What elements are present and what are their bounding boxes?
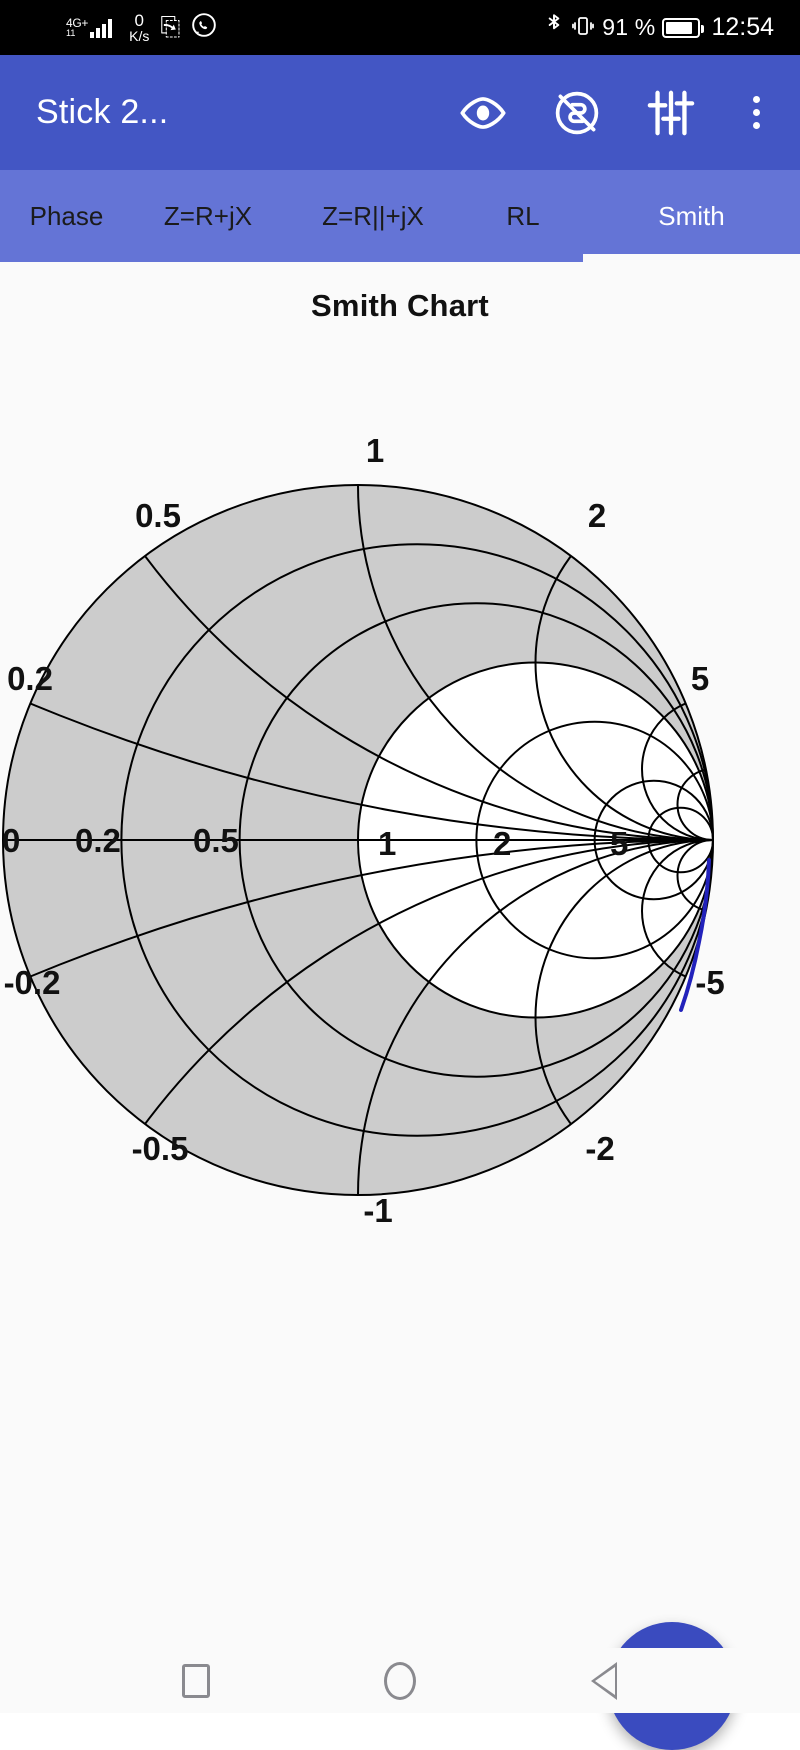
status-bar-left: 4G+ 11 0 K/s ⎘ bbox=[66, 12, 217, 44]
network-indicator: 4G+ 11 bbox=[66, 18, 112, 38]
smith-label-x-neg-0_5: -0.5 bbox=[132, 1130, 189, 1167]
smith-label-r-0_5: 0.5 bbox=[193, 822, 239, 859]
smith-label-x-1: 1 bbox=[366, 432, 384, 469]
tab-z-series[interactable]: Z=R+jX bbox=[133, 170, 283, 262]
tab-phase[interactable]: Phase bbox=[0, 170, 133, 262]
app-bar-actions bbox=[459, 89, 772, 137]
smith-chart[interactable]: 0 0.2 0.5 1 2 5 1 0.5 2 0.2 5 -0.2 -5 -0… bbox=[0, 412, 800, 1262]
tab-z-series-label: Z=R+jX bbox=[164, 201, 252, 232]
at-sign-icon: ⎘ bbox=[160, 15, 180, 40]
battery-icon bbox=[662, 18, 700, 38]
battery-percent-label: 91 % bbox=[602, 14, 655, 41]
main-content: Smith Chart bbox=[0, 262, 800, 1648]
sliders-icon[interactable] bbox=[647, 89, 695, 137]
clock-label: 12:54 bbox=[711, 13, 774, 42]
data-speed-value: 0 bbox=[135, 12, 144, 29]
page-title: Stick 2... bbox=[36, 93, 168, 132]
back-button[interactable] bbox=[576, 1653, 632, 1709]
tab-rl-label: RL bbox=[506, 201, 539, 232]
app-bar: Stick 2... bbox=[0, 55, 800, 170]
no-calibration-icon[interactable] bbox=[553, 89, 601, 137]
bluetooth-icon bbox=[544, 12, 564, 43]
system-navigation-bar bbox=[0, 1648, 800, 1713]
home-button[interactable] bbox=[372, 1653, 428, 1709]
tab-bar: Phase Z=R+jX Z=R||+jX RL Smith bbox=[0, 170, 800, 262]
smith-label-x-2: 2 bbox=[588, 497, 606, 534]
smith-label-r-5: 5 bbox=[610, 825, 628, 862]
vibrate-icon bbox=[571, 13, 595, 43]
data-speed-unit: K/s bbox=[129, 29, 149, 44]
smith-label-x-neg-1: -1 bbox=[363, 1192, 392, 1229]
tab-smith-label: Smith bbox=[658, 201, 724, 232]
home-circle-icon bbox=[384, 1662, 416, 1700]
tab-smith[interactable]: Smith bbox=[583, 170, 800, 262]
status-bar: 4G+ 11 0 K/s ⎘ bbox=[0, 0, 800, 55]
tab-z-parallel[interactable]: Z=R||+jX bbox=[283, 170, 463, 262]
smith-label-r-2: 2 bbox=[493, 825, 511, 862]
tab-active-indicator bbox=[583, 254, 800, 262]
smith-label-r-0: 0 bbox=[2, 822, 20, 859]
network-type-group: 4G+ 11 bbox=[66, 18, 88, 38]
tab-rl[interactable]: RL bbox=[463, 170, 583, 262]
recents-square-icon bbox=[182, 1664, 210, 1698]
tab-phase-label: Phase bbox=[30, 201, 104, 232]
tab-z-parallel-label: Z=R||+jX bbox=[322, 201, 424, 232]
signal-bars-icon bbox=[90, 18, 112, 38]
network-type-label: 4G+ bbox=[66, 18, 88, 29]
back-triangle-icon bbox=[591, 1662, 617, 1700]
chart-title: Smith Chart bbox=[0, 262, 800, 324]
whatsapp-icon bbox=[191, 12, 217, 43]
recents-button[interactable] bbox=[168, 1653, 224, 1709]
smith-label-r-1: 1 bbox=[378, 825, 396, 862]
smith-label-r-0_2: 0.2 bbox=[75, 822, 121, 859]
data-speed-indicator: 0 K/s bbox=[129, 12, 149, 44]
status-bar-right: 91 % 12:54 bbox=[544, 12, 774, 43]
smith-label-x-0_5: 0.5 bbox=[135, 497, 181, 534]
smith-label-x-neg-2: -2 bbox=[585, 1130, 614, 1167]
smith-label-x-0_2: 0.2 bbox=[7, 660, 53, 697]
smith-label-x-5: 5 bbox=[691, 660, 709, 697]
eye-icon[interactable] bbox=[459, 89, 507, 137]
network-sub-label: 11 bbox=[66, 29, 75, 38]
smith-label-x-neg-5: -5 bbox=[695, 964, 724, 1001]
smith-label-x-neg-0_2: -0.2 bbox=[4, 964, 61, 1001]
overflow-menu-icon[interactable] bbox=[741, 92, 772, 133]
